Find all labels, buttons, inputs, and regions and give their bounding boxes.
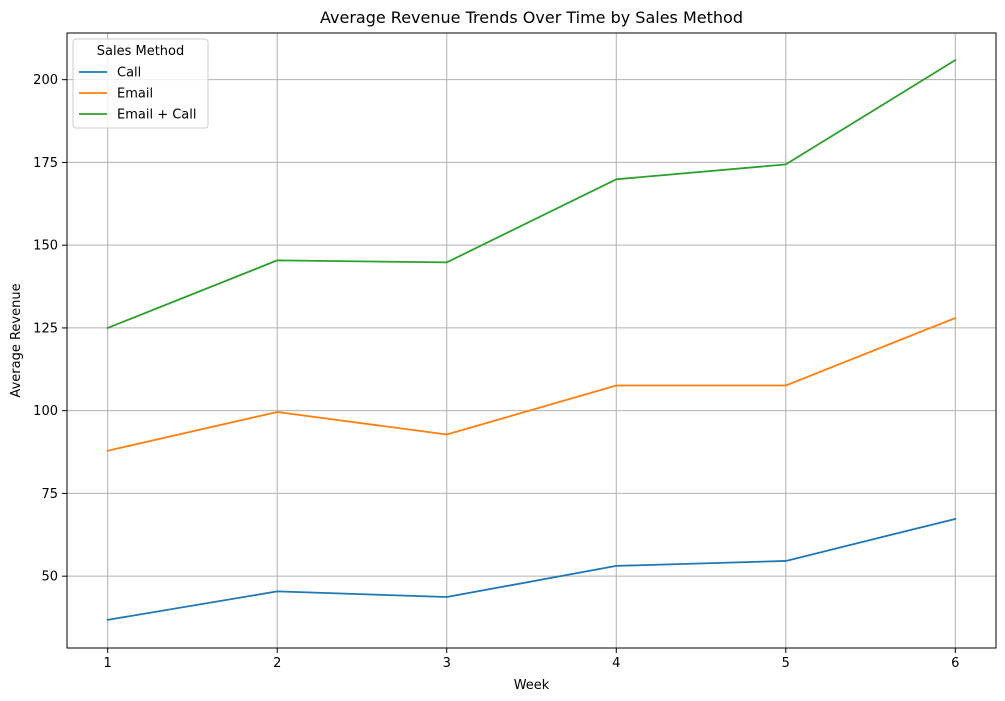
legend: Sales Method Call Email Email + Call <box>72 38 209 129</box>
y-tick-label: 75 <box>41 487 58 502</box>
legend-label-email: Email <box>117 87 153 102</box>
series-line-call <box>106 517 957 621</box>
x-axis-label: Week <box>514 678 550 693</box>
y-tick-label: 100 <box>33 404 58 419</box>
legend-title: Sales Method <box>97 44 185 59</box>
legend-label-email-call: Email + Call <box>117 108 197 123</box>
ticks-layer: 1 2 3 4 5 6 50 75 100 125 150 175 200 <box>33 73 959 671</box>
x-tick-label: 3 <box>443 656 451 671</box>
legend-box <box>72 38 209 129</box>
x-tick-label: 6 <box>951 656 959 671</box>
x-tick-label: 2 <box>273 656 281 671</box>
legend-items: Call Email Email + Call <box>79 66 197 123</box>
y-tick-label: 50 <box>41 570 58 585</box>
y-axis-label: Average Revenue <box>9 283 24 397</box>
x-tick-label: 4 <box>612 656 620 671</box>
series-layer <box>106 58 957 621</box>
series-line-email <box>106 316 957 452</box>
y-tick-label: 150 <box>33 239 58 254</box>
chart-title: Average Revenue Trends Over Time by Sale… <box>320 8 743 27</box>
y-tick-label: 125 <box>33 321 58 336</box>
x-tick-label: 5 <box>782 656 790 671</box>
series-line-email-call <box>106 58 957 330</box>
y-tick-label: 200 <box>33 73 58 88</box>
y-tick-label: 175 <box>33 156 58 171</box>
legend-label-call: Call <box>117 66 141 81</box>
x-tick-label: 1 <box>104 656 112 671</box>
plot-frame <box>66 32 997 649</box>
